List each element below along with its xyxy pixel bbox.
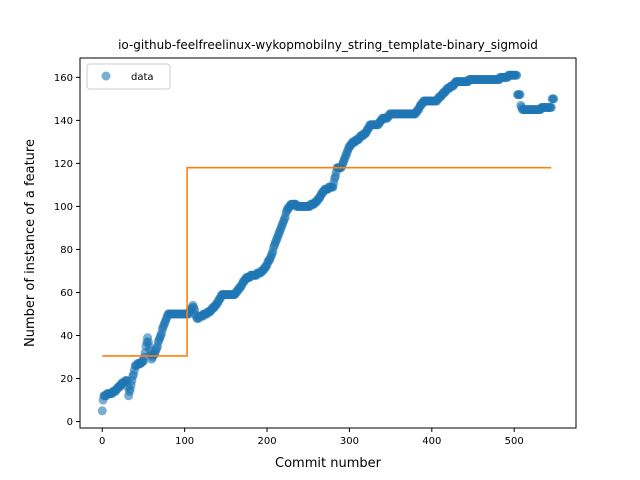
y-tick-label: 120 xyxy=(54,159,73,170)
plot-frame xyxy=(79,57,577,429)
y-axis: 0 20 40 60 80 100 120 140 160 xyxy=(54,73,80,428)
x-axis: 0 100 200 300 400 500 xyxy=(99,428,524,447)
x-axis-label: Commit number xyxy=(275,456,382,471)
legend-marker-data xyxy=(101,71,111,81)
y-axis-label: Number of instance of a feature xyxy=(23,139,38,347)
y-tick-label: 20 xyxy=(60,374,73,385)
fit-layer xyxy=(102,166,552,357)
legend-box xyxy=(86,63,171,90)
x-tick-label: 100 xyxy=(175,436,194,447)
x-tick-label: 400 xyxy=(422,436,441,447)
plot-area xyxy=(80,58,576,428)
chart-title: io-github-feelfreelinux-wykopmobilny_str… xyxy=(118,38,538,52)
legend: data xyxy=(86,63,171,90)
y-tick-label: 80 xyxy=(60,245,73,256)
y-tick-label: 160 xyxy=(54,73,73,84)
x-tick-label: 300 xyxy=(340,436,359,447)
y-tick-label: 40 xyxy=(60,331,73,342)
x-tick-label: 0 xyxy=(99,436,105,447)
data-point xyxy=(549,94,559,104)
fit-line xyxy=(102,166,552,357)
x-tick-label: 500 xyxy=(505,436,524,447)
data-point xyxy=(97,406,107,416)
data-point xyxy=(515,90,525,100)
y-tick-label: 140 xyxy=(54,116,73,127)
y-tick-label: 100 xyxy=(54,202,73,213)
y-tick-label: 0 xyxy=(67,417,73,428)
x-tick-label: 200 xyxy=(257,436,276,447)
legend-label-data: data xyxy=(131,72,154,83)
y-tick-label: 60 xyxy=(60,288,73,299)
data-point xyxy=(546,102,556,112)
series-layer xyxy=(97,70,559,416)
data-point xyxy=(512,70,522,80)
